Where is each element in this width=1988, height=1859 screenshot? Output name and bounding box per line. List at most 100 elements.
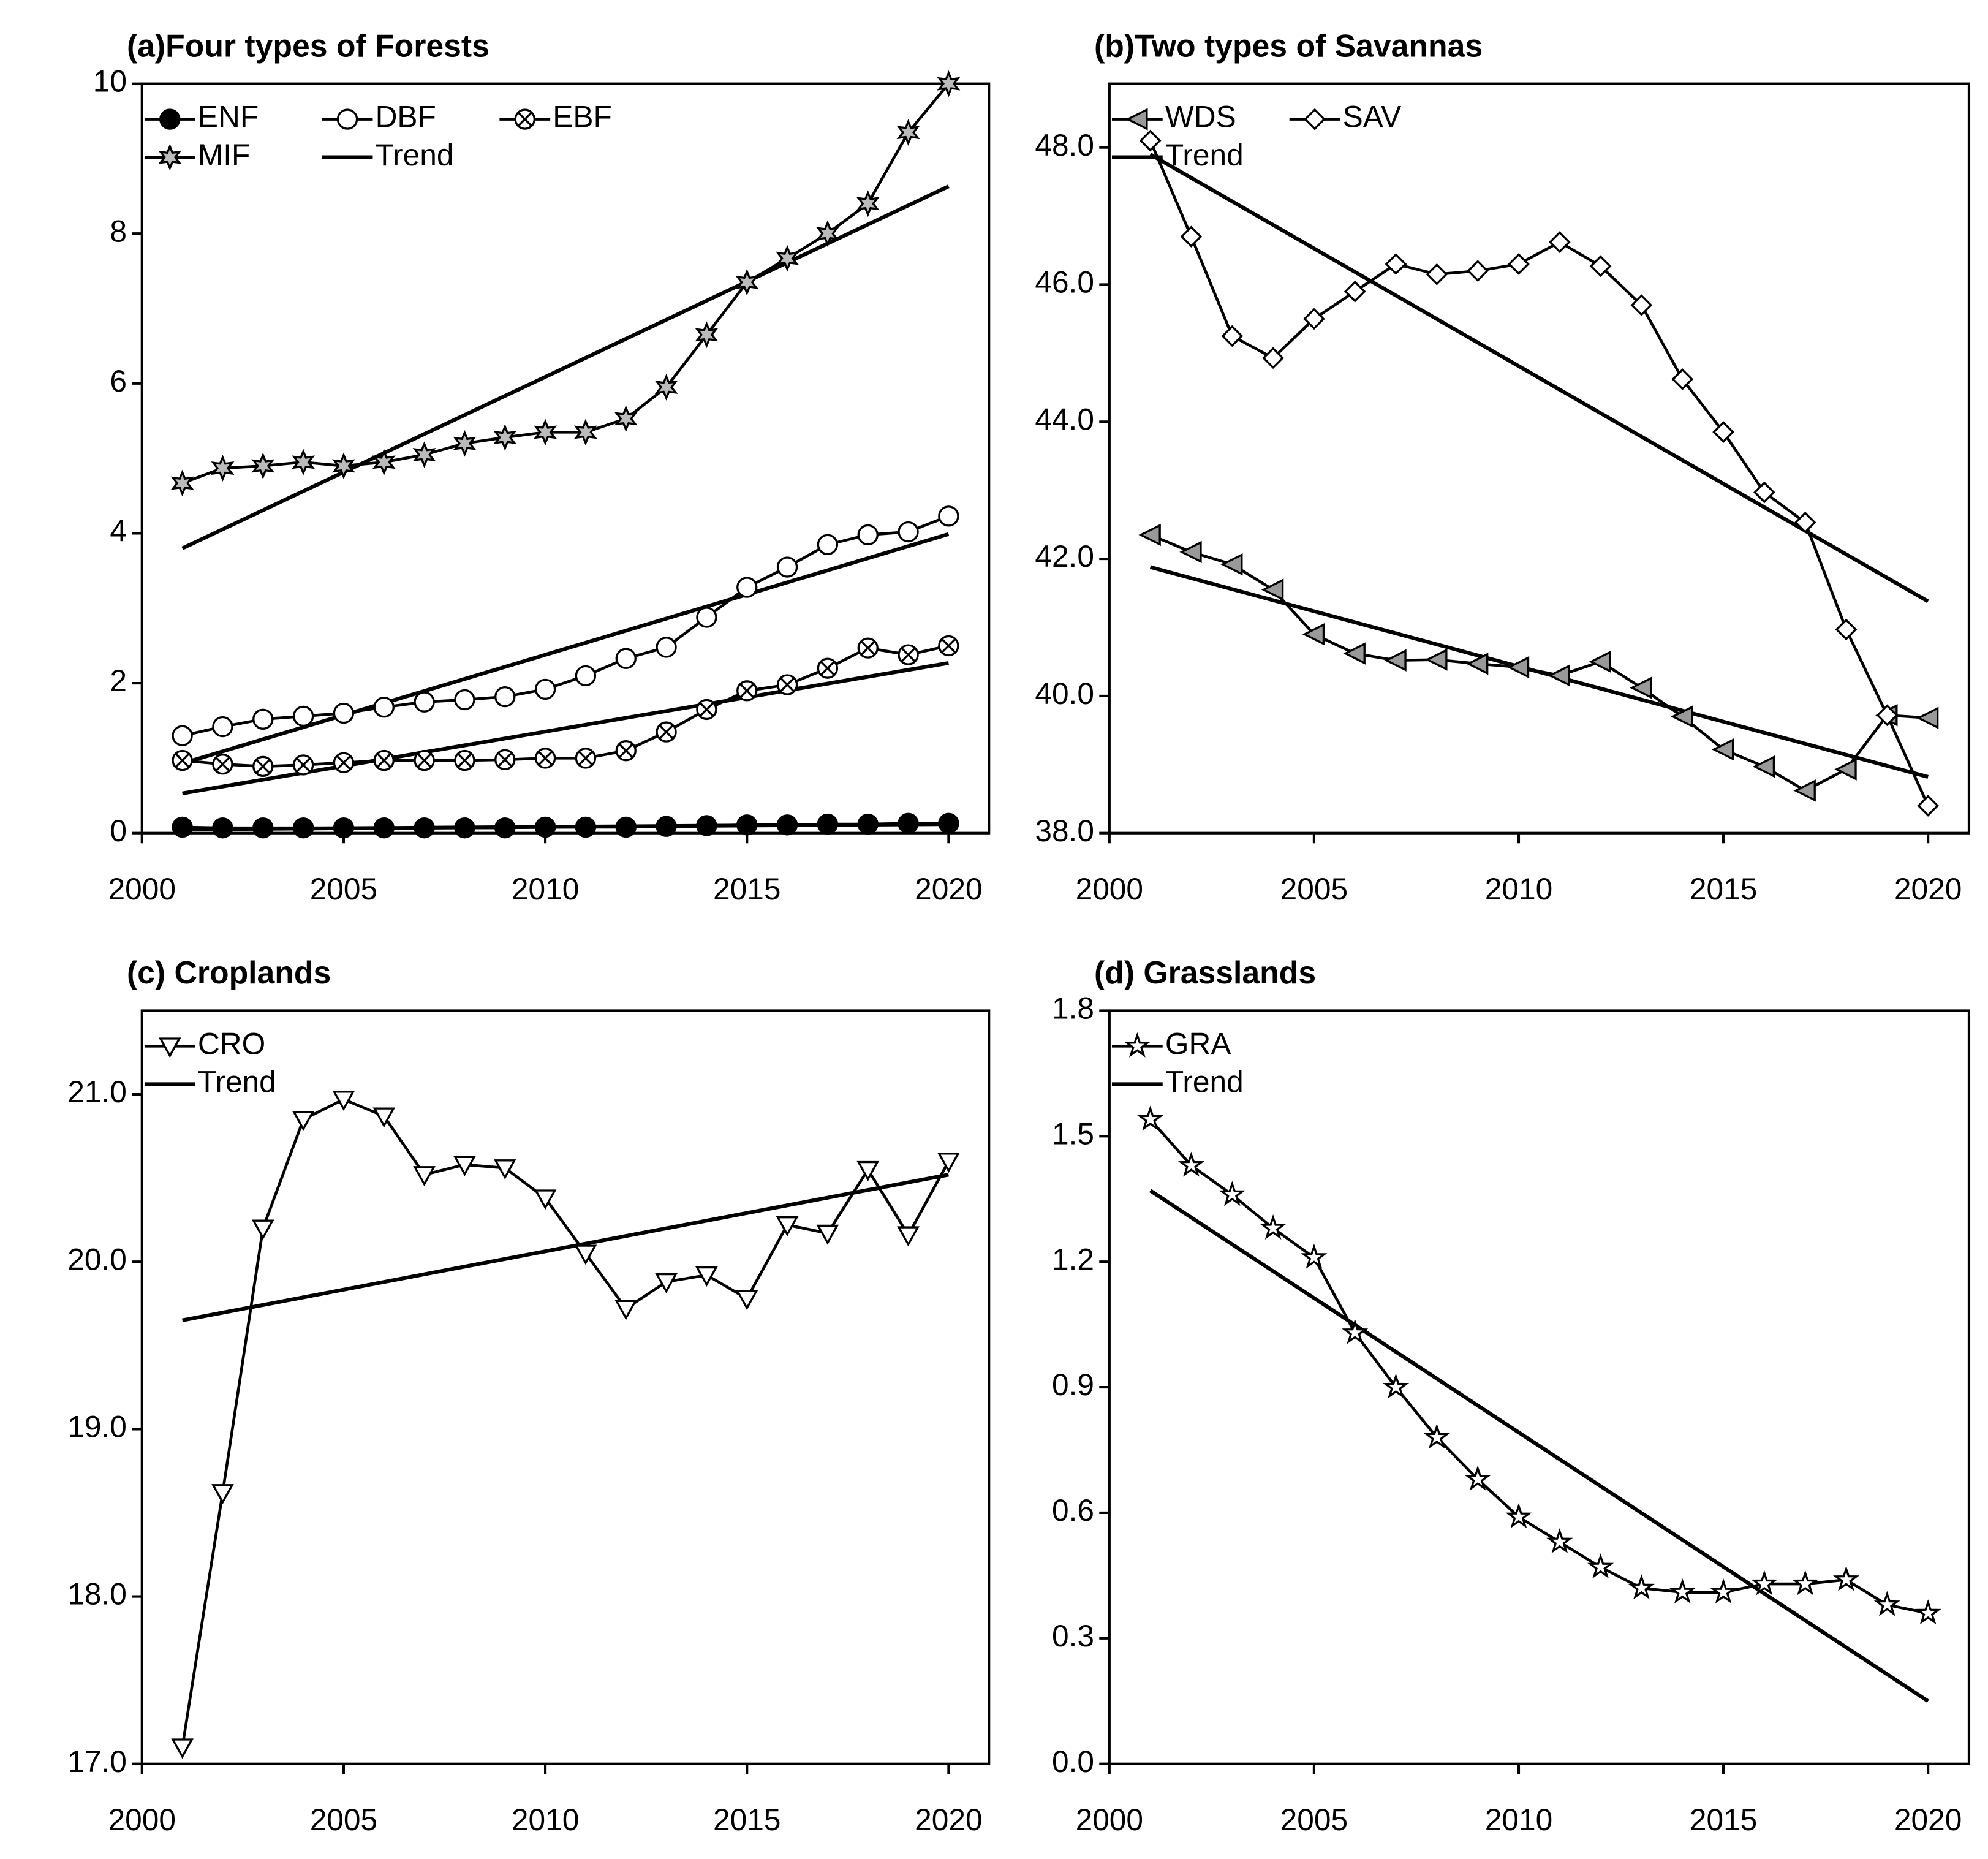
marker-part <box>538 751 553 766</box>
marker <box>333 817 355 839</box>
marker <box>413 1166 436 1187</box>
marker <box>336 108 358 130</box>
marker <box>857 813 879 835</box>
marker <box>735 268 759 296</box>
marker <box>1425 648 1448 671</box>
marker <box>212 754 233 775</box>
marker <box>1630 294 1653 316</box>
marker <box>1832 1566 1860 1591</box>
x-tick-label: 2010 <box>1485 872 1552 906</box>
marker <box>574 1244 597 1265</box>
marker <box>1220 553 1243 576</box>
marker <box>736 814 758 836</box>
marker <box>696 815 717 836</box>
marker <box>494 749 516 771</box>
marker <box>614 1300 638 1320</box>
series-line <box>1149 1118 1929 1615</box>
y-tick-label: 0.3 <box>1052 1619 1094 1653</box>
legend-label: ENF <box>198 100 259 134</box>
marker-part <box>659 724 674 740</box>
y-tick-label: 0.6 <box>1052 1493 1094 1528</box>
marker <box>696 699 717 721</box>
legend-label: SAV <box>1343 100 1402 134</box>
marker <box>453 430 477 457</box>
marker <box>1589 255 1612 278</box>
plot-frame <box>140 1009 991 1765</box>
plot-frame <box>1108 1009 1971 1765</box>
marker-part <box>376 753 391 768</box>
x-tick-label: 2010 <box>512 1803 579 1837</box>
legend-label: Trend <box>198 1065 276 1099</box>
marker <box>1464 1465 1491 1491</box>
marker <box>1260 1214 1287 1240</box>
x-tick-label: 2015 <box>1690 1803 1757 1837</box>
y-tick-label: 46.0 <box>1035 265 1094 300</box>
marker <box>1465 653 1489 675</box>
marker <box>159 108 181 130</box>
marker <box>252 755 274 778</box>
marker <box>776 1216 799 1237</box>
marker-part <box>296 757 311 773</box>
marker <box>252 817 274 839</box>
marker <box>573 418 597 446</box>
marker <box>1302 623 1325 646</box>
marker-part <box>457 753 472 768</box>
marker-part <box>618 743 633 759</box>
legend-label: GRA <box>1165 1027 1231 1061</box>
y-tick-label: 1.8 <box>1052 991 1094 1026</box>
marker <box>1385 253 1407 275</box>
marker <box>414 749 435 771</box>
marker-part <box>860 640 875 656</box>
marker <box>372 449 396 476</box>
marker <box>1914 1599 1941 1625</box>
chart-title: (a)Four types of Forests <box>127 28 489 63</box>
trend-line <box>181 532 950 765</box>
trend-line <box>181 184 950 550</box>
marker-part <box>215 757 230 772</box>
marker <box>1753 481 1775 504</box>
marker <box>292 705 314 727</box>
marker <box>454 817 475 839</box>
marker <box>1548 231 1571 253</box>
marker <box>736 680 758 702</box>
marker <box>373 697 395 718</box>
y-tick-label: 20.0 <box>67 1242 127 1276</box>
marker <box>1712 421 1734 443</box>
marker <box>655 1273 678 1293</box>
legend-label: Trend <box>1165 1065 1244 1099</box>
marker <box>211 1484 234 1505</box>
marker <box>493 424 517 451</box>
marker <box>493 1159 516 1180</box>
marker <box>615 816 637 838</box>
marker <box>937 70 961 97</box>
marker <box>898 812 919 834</box>
y-tick-label: 4 <box>110 514 127 548</box>
marker <box>1125 108 1148 131</box>
trend-line <box>1149 1189 1929 1703</box>
marker <box>695 321 719 349</box>
marker <box>1139 129 1162 152</box>
marker <box>1382 1373 1410 1399</box>
marker <box>938 635 959 657</box>
y-tick-label: 44.0 <box>1035 402 1094 436</box>
marker <box>170 469 194 497</box>
marker-part <box>739 683 755 699</box>
marker <box>776 244 799 272</box>
x-tick-label: 2010 <box>512 872 579 906</box>
marker <box>817 657 839 679</box>
marker <box>1751 1570 1778 1596</box>
y-tick-label: 40.0 <box>1035 676 1094 711</box>
y-tick-label: 17.0 <box>67 1744 127 1779</box>
series-line <box>181 83 950 485</box>
marker <box>158 1037 181 1058</box>
marker <box>454 749 475 771</box>
marker <box>938 812 959 834</box>
y-tick-label: 1.5 <box>1052 1116 1094 1151</box>
marker <box>1873 1591 1900 1616</box>
marker <box>1793 779 1816 802</box>
marker <box>776 674 798 695</box>
marker <box>414 691 435 713</box>
marker <box>1177 1151 1205 1177</box>
marker <box>414 817 435 839</box>
